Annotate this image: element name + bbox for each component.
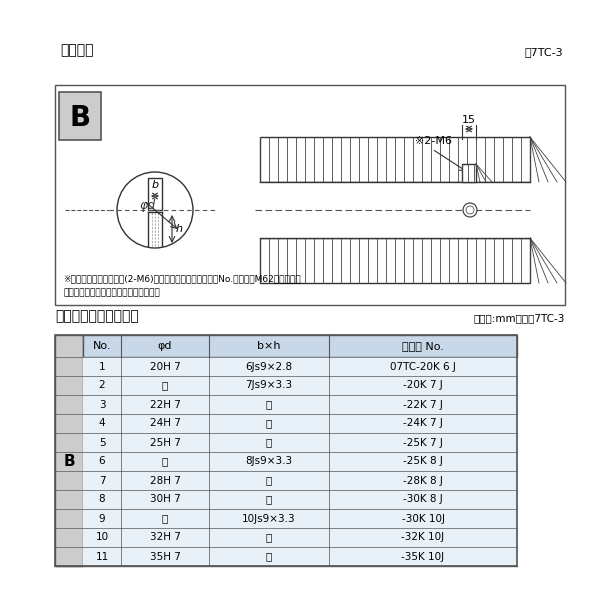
Text: b×h: b×h	[257, 341, 281, 351]
Bar	[83, 547, 517, 566]
Text: 5: 5	[98, 437, 106, 448]
Text: 2: 2	[98, 380, 106, 391]
Text: コード No.: コード No.	[402, 341, 444, 351]
Text: （セットボルトは付属されています。）: （セットボルトは付属されています。）	[63, 288, 160, 297]
Bar	[83, 395, 517, 414]
Text: 〃: 〃	[266, 419, 272, 428]
Text: No.: No.	[93, 341, 111, 351]
Text: 9: 9	[98, 514, 106, 523]
Bar	[83, 414, 517, 433]
Text: 4: 4	[98, 419, 106, 428]
Bar	[260, 182, 530, 238]
Text: 8Js9×3.3: 8Js9×3.3	[245, 457, 293, 467]
Text: 22H 7: 22H 7	[149, 400, 181, 409]
Text: -25K 8 J: -25K 8 J	[403, 457, 443, 467]
Text: （単位:mm）　表7TC-3: （単位:mm） 表7TC-3	[473, 313, 565, 323]
Text: -32K 10J: -32K 10J	[401, 533, 445, 542]
Text: 軸穴形状: 軸穴形状	[60, 43, 94, 57]
Text: 6: 6	[98, 457, 106, 467]
Text: 24H 7: 24H 7	[149, 419, 181, 428]
Text: -20K 7 J: -20K 7 J	[403, 380, 443, 391]
Text: -25K 7 J: -25K 7 J	[403, 437, 443, 448]
Bar	[83, 433, 517, 452]
Text: 〃: 〃	[266, 494, 272, 505]
Text: φd: φd	[139, 199, 155, 211]
Text: -30K 8 J: -30K 8 J	[403, 494, 443, 505]
FancyBboxPatch shape	[55, 85, 565, 305]
Text: 〃: 〃	[266, 437, 272, 448]
Text: 10Js9×3.3: 10Js9×3.3	[242, 514, 296, 523]
Text: 32H 7: 32H 7	[149, 533, 181, 542]
Bar	[462, 164, 476, 182]
Bar	[83, 490, 517, 509]
Text: 軸穴形状コード一覧表: 軸穴形状コード一覧表	[55, 309, 139, 323]
Text: 28H 7: 28H 7	[149, 475, 181, 485]
Text: 〃: 〃	[266, 551, 272, 562]
Text: 25H 7: 25H 7	[149, 437, 181, 448]
Text: 10: 10	[95, 533, 109, 542]
Text: 7: 7	[98, 475, 106, 485]
Text: -22K 7 J: -22K 7 J	[403, 400, 443, 409]
Text: h: h	[176, 224, 183, 234]
Text: b: b	[151, 180, 158, 190]
Text: -24K 7 J: -24K 7 J	[403, 419, 443, 428]
Bar	[148, 178, 162, 210]
Text: φd: φd	[158, 341, 172, 351]
Text: 〃: 〃	[162, 457, 168, 467]
Text: 20H 7: 20H 7	[149, 361, 181, 371]
Text: 3: 3	[98, 400, 106, 409]
Text: 11: 11	[95, 551, 109, 562]
Text: 8: 8	[98, 494, 106, 505]
Text: 〃: 〃	[266, 400, 272, 409]
Bar	[83, 335, 517, 357]
Text: 07TC-20K 6 J: 07TC-20K 6 J	[390, 361, 456, 371]
Text: 30H 7: 30H 7	[149, 494, 181, 505]
Text: 15: 15	[462, 115, 476, 125]
Text: -30K 10J: -30K 10J	[401, 514, 445, 523]
Bar	[59, 92, 101, 140]
Circle shape	[117, 172, 193, 248]
Text: 〃: 〃	[162, 380, 168, 391]
Text: 1: 1	[98, 361, 106, 371]
Circle shape	[463, 203, 477, 217]
Bar	[83, 376, 517, 395]
Text: -35K 10J: -35K 10J	[401, 551, 445, 562]
Bar	[55, 335, 517, 566]
Text: 35H 7: 35H 7	[149, 551, 181, 562]
Text: B: B	[70, 104, 91, 132]
Bar	[83, 509, 517, 528]
Bar	[260, 238, 530, 283]
Text: ※セットボルト用タップ(2-M6)が必要な場合は右記コードNo.の末尾にM62を付ける。: ※セットボルト用タップ(2-M6)が必要な場合は右記コードNo.の末尾にM62を…	[63, 274, 301, 283]
Bar	[83, 528, 517, 547]
Text: 6Js9×2.8: 6Js9×2.8	[245, 361, 293, 371]
Text: B: B	[63, 454, 75, 469]
Text: 〃: 〃	[162, 514, 168, 523]
Text: 図7TC-3: 図7TC-3	[524, 47, 563, 57]
Text: 〃: 〃	[266, 475, 272, 485]
Text: 〃: 〃	[266, 533, 272, 542]
Text: 7Js9×3.3: 7Js9×3.3	[245, 380, 293, 391]
Bar	[260, 137, 530, 182]
Bar	[55, 335, 83, 566]
Text: ※2-M6: ※2-M6	[415, 136, 452, 146]
Bar	[83, 471, 517, 490]
Bar	[83, 452, 517, 471]
Circle shape	[466, 206, 474, 214]
Bar	[83, 357, 517, 376]
Text: -28K 8 J: -28K 8 J	[403, 475, 443, 485]
